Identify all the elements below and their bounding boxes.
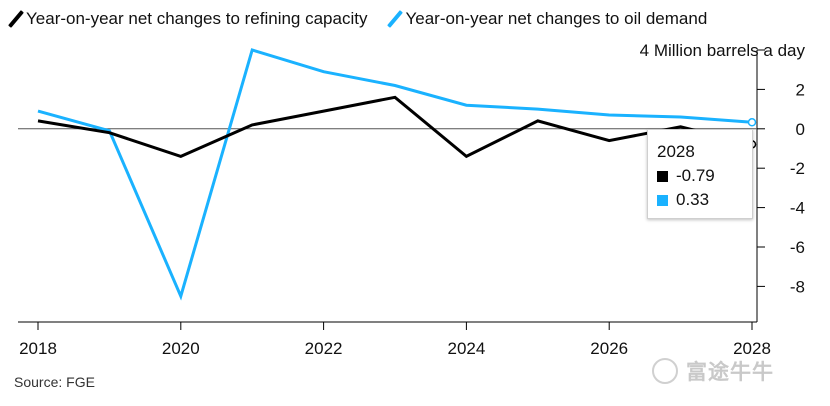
legend-label-oil-demand: Year-on-year net changes to oil demand <box>405 9 708 28</box>
y-tick-label: -2 <box>790 159 805 178</box>
tooltip-row-oil-demand: 0.33 <box>657 188 752 212</box>
legend-swatch-oil-demand <box>387 10 404 28</box>
x-tick-label: 2028 <box>733 339 771 358</box>
x-tick-label: 2024 <box>447 339 485 358</box>
y-tick-label: -6 <box>790 238 805 257</box>
y-tick-label: 0 <box>796 120 805 139</box>
x-tick-label: 2020 <box>162 339 200 358</box>
legend: Year-on-year net changes to refining cap… <box>8 0 814 38</box>
x-tick-label: 2026 <box>590 339 628 358</box>
legend-label-refining: Year-on-year net changes to refining cap… <box>26 9 368 28</box>
tooltip-value-oil-demand: 0.33 <box>676 190 710 209</box>
series-line-refining <box>37 95 753 159</box>
tooltip-row-refining: -0.79 <box>657 164 752 188</box>
watermark: 富途牛牛 <box>652 356 774 386</box>
y-tick-label: -8 <box>790 277 805 296</box>
legend-item-oil-demand[interactable]: Year-on-year net changes to oil demand <box>387 9 708 29</box>
tooltip-swatch-refining <box>657 170 668 182</box>
point-oil-demand-2028 <box>747 118 757 127</box>
x-tick-label: 2018 <box>19 339 57 358</box>
watermark-text: 富途牛牛 <box>686 361 774 384</box>
tooltip-year: 2028 <box>657 142 695 161</box>
y-tick-label: 2 <box>796 80 805 99</box>
series-line-oil-demand <box>37 48 753 301</box>
y-unit-label: 4 Million barrels a day <box>640 41 806 60</box>
source-note: Source: FGE <box>14 374 95 390</box>
y-tick-label: -4 <box>790 199 805 218</box>
x-tick-label: 2022 <box>305 339 343 358</box>
legend-item-refining[interactable]: Year-on-year net changes to refining cap… <box>8 9 368 29</box>
tooltip-swatch-oil-demand <box>657 194 668 206</box>
tooltip-value-refining: -0.79 <box>676 166 715 185</box>
watermark-logo-icon <box>652 358 678 384</box>
tooltip: 2028 -0.79 0.33 <box>647 129 753 219</box>
